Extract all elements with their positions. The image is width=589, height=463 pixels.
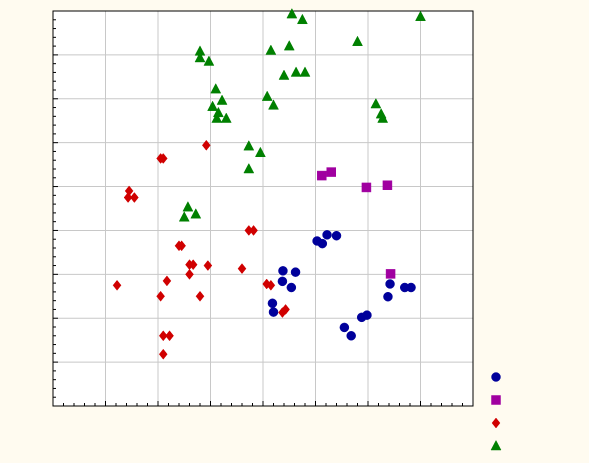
data-point-series-3 — [290, 66, 302, 77]
data-point-series-1 — [382, 180, 393, 190]
data-point-series-1 — [361, 182, 372, 193]
data-point-series-3 — [265, 44, 277, 55]
data-point-series-3 — [194, 51, 206, 63]
data-point-series-3 — [283, 40, 295, 51]
data-point-series-2 — [158, 348, 168, 360]
data-point-series-1 — [385, 269, 396, 279]
data-point-series-2 — [156, 290, 165, 302]
data-point-series-3 — [286, 8, 298, 19]
data-point-series-3 — [415, 10, 426, 21]
data-point-series-2 — [158, 330, 168, 342]
data-point-series-1 — [317, 170, 327, 181]
data-point-series-3 — [254, 146, 266, 158]
data-point-series-0 — [322, 230, 332, 240]
data-point-series-2 — [281, 304, 290, 315]
data-point-series-3 — [243, 162, 255, 174]
legend — [490, 372, 502, 451]
data-point-series-3 — [268, 99, 279, 110]
data-point-series-0 — [346, 331, 356, 341]
data-point-series-3 — [203, 55, 215, 66]
legend-marker-series-1 — [491, 395, 501, 405]
data-point-series-0 — [267, 298, 278, 309]
data-point-series-3 — [211, 112, 223, 123]
legend-marker-series-2 — [491, 417, 501, 429]
data-point-series-2 — [188, 259, 198, 271]
data-point-series-3 — [296, 13, 308, 25]
data-point-series-2 — [195, 290, 205, 302]
data-point-series-2 — [237, 263, 247, 275]
legend-marker-series-3 — [490, 439, 502, 451]
plot-frame — [52, 10, 474, 407]
data-point-series-2 — [177, 240, 186, 252]
data-point-series-3 — [216, 94, 228, 105]
data-point-series-2 — [266, 279, 276, 291]
data-point-series-3 — [243, 140, 255, 151]
data-point-series-3 — [278, 69, 290, 80]
data-point-series-2 — [158, 153, 168, 164]
data-point-series-3 — [261, 90, 273, 101]
legend-marker-series-0 — [491, 372, 501, 382]
data-point-series-2 — [201, 139, 211, 151]
data-point-series-3 — [178, 211, 190, 222]
data-point-series-0 — [362, 310, 372, 320]
data-point-series-3 — [377, 112, 389, 123]
data-point-series-0 — [383, 291, 393, 302]
data-point-series-2 — [123, 192, 133, 203]
data-point-series-0 — [339, 322, 350, 333]
data-point-series-2 — [130, 192, 139, 203]
data-point-series-3 — [370, 98, 382, 109]
data-point-series-0 — [278, 266, 288, 276]
data-point-series-3 — [182, 201, 194, 212]
data-point-series-0 — [385, 279, 395, 289]
data-point-series-2 — [203, 260, 213, 271]
data-point-series-3 — [210, 83, 222, 94]
data-point-series-1 — [326, 167, 336, 177]
data-point-series-0 — [286, 282, 297, 293]
data-point-series-0 — [406, 282, 416, 293]
data-point-series-2 — [185, 268, 194, 280]
data-point-series-0 — [268, 307, 279, 317]
data-points — [112, 8, 426, 360]
data-point-series-2 — [249, 225, 258, 236]
data-point-series-0 — [331, 230, 342, 241]
data-point-series-3 — [190, 208, 202, 219]
data-point-series-3 — [299, 66, 311, 77]
data-point-series-0 — [277, 276, 288, 287]
data-point-series-0 — [290, 267, 301, 277]
data-point-series-3 — [207, 100, 219, 111]
data-point-series-3 — [352, 35, 363, 46]
data-point-series-0 — [317, 238, 328, 249]
data-point-series-3 — [220, 112, 232, 123]
data-point-series-2 — [165, 330, 174, 342]
data-point-series-2 — [162, 275, 172, 287]
data-point-series-2 — [112, 279, 122, 291]
